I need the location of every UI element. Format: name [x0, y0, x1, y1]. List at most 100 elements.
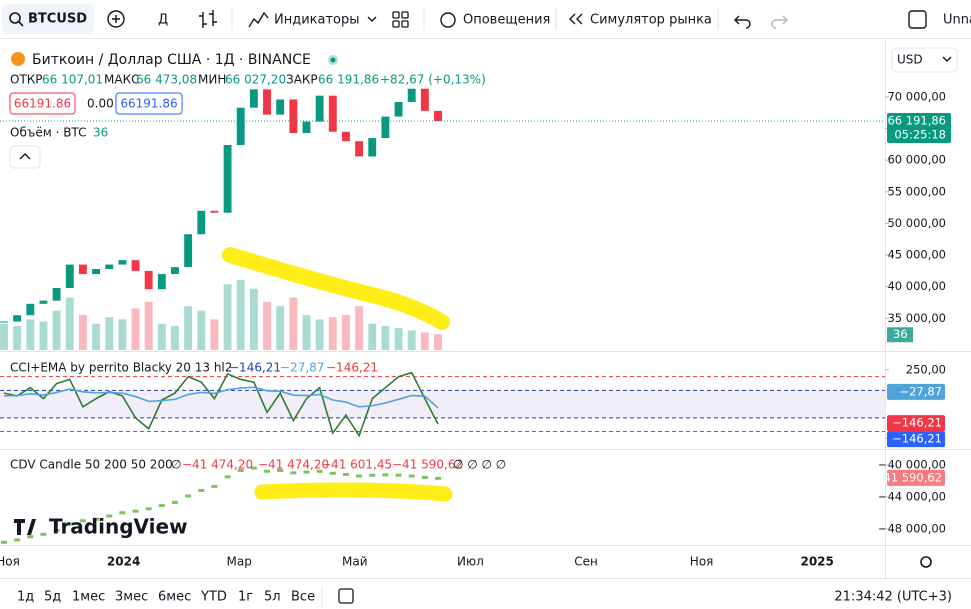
candle	[13, 315, 22, 322]
undo-button[interactable]	[734, 15, 751, 29]
indicator-value: −41 474,20	[258, 458, 329, 472]
axis-label-box	[887, 469, 945, 486]
volume-bar	[368, 323, 377, 350]
candle	[355, 141, 364, 157]
candle	[368, 138, 377, 157]
volume-bar	[52, 310, 61, 350]
collapse-icon	[19, 153, 31, 160]
chevron[interactable]	[367, 16, 377, 22]
range-button[interactable]: 3мес	[115, 590, 148, 605]
cdv-mark	[79, 519, 86, 523]
range-button[interactable]: 1мес	[72, 590, 105, 605]
highlighter-drawing[interactable]	[222, 247, 450, 330]
candle	[52, 288, 61, 301]
highlighter-drawing[interactable]	[254, 482, 453, 502]
replay-button[interactable]: Симулятор рынка	[590, 13, 712, 28]
candle	[210, 210, 219, 213]
y-tick-label: 45 000,00	[887, 248, 946, 262]
range-button[interactable]: 1г	[238, 590, 253, 605]
series-line	[3, 386, 439, 409]
cdv-mark	[277, 468, 284, 472]
axis-label: −146,21	[892, 416, 942, 430]
alerts-button[interactable]: Оповещения	[463, 13, 550, 28]
axis-label-box	[887, 383, 945, 400]
cdv-mark	[211, 484, 218, 488]
collapse-button[interactable]	[9, 145, 41, 169]
cdv-mark	[316, 469, 323, 473]
settings-button[interactable]	[920, 556, 932, 568]
symbol[interactable]: BTCUSD	[28, 12, 87, 27]
volume-bar	[407, 330, 416, 350]
volume-bar	[0, 323, 8, 350]
indicator-title: CDV Candle 50 200 50 200	[10, 458, 173, 472]
y-tick-label: −48 000,00	[878, 522, 946, 536]
candle	[131, 260, 140, 271]
buy-button[interactable]	[115, 92, 183, 115]
plot: 35 000,00 40 000,00 45 000,00 50 000,00 55 0…	[0, 88, 951, 569]
candle	[118, 260, 127, 265]
range-button[interactable]: Все	[291, 590, 315, 605]
volume-bar	[105, 317, 114, 350]
range-button[interactable]: 6мес	[158, 590, 191, 605]
range-button[interactable]: 5л	[264, 590, 281, 605]
templates-button[interactable]	[392, 11, 409, 28]
spread: 0.00	[87, 97, 114, 111]
volume-bar	[26, 319, 35, 350]
buy-price[interactable]: 66191.86	[120, 97, 177, 111]
toolbar-bg	[0, 0, 971, 38]
volume-bar	[157, 323, 166, 350]
y-tick-label: −40 000,00	[878, 458, 946, 472]
currency[interactable]: USD	[897, 53, 923, 67]
interval-button[interactable]: Д	[158, 13, 168, 28]
sell-button[interactable]	[9, 92, 76, 115]
indicator-value: ∅ ∅ ∅ ∅	[453, 458, 506, 472]
volume-bar	[131, 308, 140, 350]
range-button[interactable]: 1д	[17, 590, 34, 605]
search-icon	[9, 12, 21, 24]
compare-button[interactable]	[107, 10, 125, 28]
chart-type-button[interactable]	[199, 10, 217, 28]
x-tick-label: Ноя	[0, 555, 20, 569]
cdv-mark	[66, 522, 73, 526]
cdv-mark	[106, 514, 113, 518]
last-price-box	[887, 113, 951, 144]
candle	[315, 95, 324, 122]
axis-label-box	[887, 431, 945, 448]
countdown: 05:25:18	[894, 128, 946, 142]
search-icon	[18, 21, 24, 27]
clock: 21:34:42 (UTC+3)	[834, 590, 952, 605]
alert-icon	[440, 12, 456, 28]
volume-bar	[302, 315, 311, 350]
candle	[302, 121, 311, 133]
indicator-value: −146,21	[326, 361, 378, 375]
series-line	[3, 371, 439, 438]
range-button[interactable]: 5д	[44, 590, 61, 605]
cdv-mark	[1, 540, 7, 544]
cdv-mark	[250, 466, 257, 470]
volume-box	[887, 327, 913, 343]
indicator-value: −41 590,62	[392, 458, 463, 472]
cdv-mark	[171, 500, 178, 504]
volume-bar	[13, 325, 22, 350]
symbol-button[interactable]	[2, 4, 94, 34]
coin-icon	[11, 52, 25, 66]
layout-checkbox[interactable]	[908, 10, 927, 29]
chevron[interactable]	[942, 56, 952, 62]
indicators-icon	[248, 11, 269, 28]
layout-name[interactable]: Unna	[943, 13, 971, 28]
redo-button[interactable]	[771, 15, 788, 29]
sell-price[interactable]: 66191.86	[14, 97, 71, 111]
goto-date-button[interactable]	[338, 588, 354, 604]
candle	[420, 88, 429, 111]
x-tick-label: Ноя	[690, 555, 714, 569]
indicator-value: −41 474,20	[182, 458, 253, 472]
currency-selector[interactable]	[891, 47, 958, 73]
candle	[171, 267, 179, 275]
indicator-value: −27,87	[280, 361, 324, 375]
indicators-button[interactable]: Индикаторы	[274, 13, 360, 28]
last-price: 66 191,86	[887, 114, 946, 128]
range-button[interactable]: YTD	[200, 590, 227, 605]
cdv-mark	[329, 471, 336, 475]
ohlc-value: 66 027,20	[225, 73, 286, 87]
candle	[65, 264, 74, 288]
